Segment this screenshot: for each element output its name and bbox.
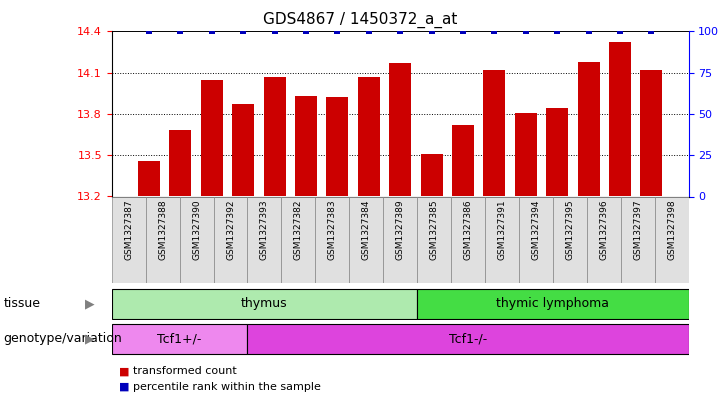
Bar (146, 196, 180, 283)
Bar (553, 196, 587, 283)
Bar (200, 79, 223, 196)
Text: GSM1327392: GSM1327392 (226, 199, 235, 260)
Bar (451, 196, 485, 283)
Text: percentile rank within the sample: percentile rank within the sample (133, 382, 322, 392)
Bar (389, 63, 411, 196)
Text: genotype/variation: genotype/variation (4, 332, 123, 345)
Text: GSM1327396: GSM1327396 (599, 199, 609, 260)
Bar (578, 62, 600, 196)
Text: GSM1327398: GSM1327398 (667, 199, 676, 260)
Bar (483, 70, 505, 196)
Text: GSM1327387: GSM1327387 (124, 199, 133, 260)
Text: Tcf1+/-: Tcf1+/- (157, 332, 202, 345)
Bar (327, 97, 348, 196)
Bar (264, 77, 286, 196)
Bar (180, 196, 213, 283)
Bar (232, 104, 254, 196)
Bar (112, 324, 247, 354)
Text: ■: ■ (119, 366, 130, 376)
Text: ■: ■ (119, 382, 130, 392)
Text: tissue: tissue (4, 297, 40, 310)
Bar (247, 324, 689, 354)
Text: GSM1327389: GSM1327389 (396, 199, 404, 260)
Bar (315, 196, 349, 283)
Text: GSM1327388: GSM1327388 (158, 199, 167, 260)
Bar (420, 154, 443, 196)
Bar (640, 70, 663, 196)
Text: GSM1327386: GSM1327386 (464, 199, 472, 260)
Text: GDS4867 / 1450372_a_at: GDS4867 / 1450372_a_at (263, 12, 458, 28)
Text: GSM1327395: GSM1327395 (565, 199, 575, 260)
Text: GSM1327394: GSM1327394 (531, 199, 540, 260)
Bar (417, 196, 451, 283)
Bar (295, 96, 317, 196)
Text: ▶: ▶ (85, 297, 95, 310)
Text: GSM1327397: GSM1327397 (633, 199, 642, 260)
Bar (349, 196, 383, 283)
Text: GSM1327391: GSM1327391 (497, 199, 506, 260)
Bar (138, 161, 160, 196)
Bar (247, 196, 281, 283)
Bar (281, 196, 315, 283)
Bar (417, 288, 689, 319)
Text: ▶: ▶ (85, 332, 95, 345)
Bar (383, 196, 417, 283)
Text: thymic lymphoma: thymic lymphoma (496, 297, 609, 310)
Bar (213, 196, 247, 283)
Text: GSM1327383: GSM1327383 (328, 199, 337, 260)
Bar (609, 42, 631, 196)
Bar (112, 196, 146, 283)
Bar (112, 288, 417, 319)
Text: GSM1327393: GSM1327393 (260, 199, 269, 260)
Bar (169, 130, 191, 196)
Text: GSM1327390: GSM1327390 (192, 199, 201, 260)
Bar (587, 196, 621, 283)
Bar (358, 77, 380, 196)
Text: thymus: thymus (241, 297, 288, 310)
Bar (547, 108, 568, 196)
Text: GSM1327385: GSM1327385 (430, 199, 438, 260)
Bar (655, 196, 689, 283)
Bar (452, 125, 474, 196)
Bar (621, 196, 655, 283)
Text: GSM1327382: GSM1327382 (294, 199, 303, 260)
Bar (515, 112, 536, 196)
Text: Tcf1-/-: Tcf1-/- (449, 332, 487, 345)
Bar (485, 196, 519, 283)
Bar (519, 196, 553, 283)
Text: GSM1327384: GSM1327384 (362, 199, 371, 260)
Text: transformed count: transformed count (133, 366, 237, 376)
